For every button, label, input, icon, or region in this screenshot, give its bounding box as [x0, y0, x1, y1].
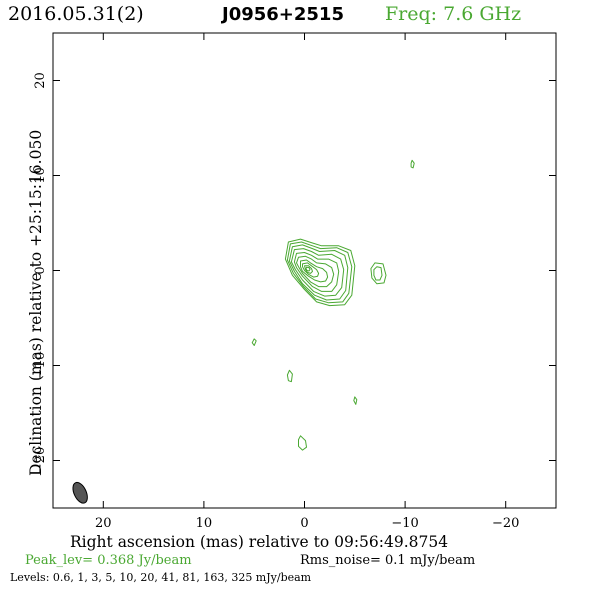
observation-date: 2016.05.31(2): [8, 3, 144, 25]
beam-layer: [72, 481, 88, 504]
contour-layer: [251, 159, 415, 451]
x-tick-label: 0: [300, 516, 308, 531]
x-tick-label: −10: [391, 516, 418, 531]
x-tick-label: −20: [492, 516, 519, 531]
contour-line: [300, 259, 329, 283]
beam-ellipse: [72, 481, 88, 504]
contour-line: [302, 262, 320, 278]
rms-noise: Rms_noise= 0.1 mJy/beam: [300, 553, 476, 568]
x-axis-label: Right ascension (mas) relative to 09:56:…: [70, 533, 449, 551]
contour-line: [298, 435, 307, 451]
peak-level: Peak_lev= 0.368 Jy/beam: [25, 553, 192, 568]
contour-line: [286, 369, 293, 383]
source-name: J0956+2515: [222, 4, 344, 25]
y-tick-labels: 20 10 0 −10 −20: [33, 72, 48, 474]
y-tick-label: −20: [33, 447, 48, 474]
y-tick-label: 0: [33, 266, 48, 274]
x-tick-label: 10: [196, 516, 213, 531]
y-tick-label: −10: [33, 352, 48, 379]
y-tick-label: 10: [33, 167, 48, 184]
contour-line: [288, 244, 349, 301]
contour-line: [296, 255, 335, 288]
contour-line: [410, 159, 415, 169]
y-tick-label: 20: [33, 72, 48, 89]
contour-line: [353, 396, 358, 405]
contour-line: [251, 338, 257, 346]
contour-line: [304, 265, 313, 274]
axis-ticks: [53, 33, 556, 508]
contour-line: [286, 241, 353, 304]
y-axis-label: Declination (mas) relative to +25:15:16.…: [27, 129, 45, 476]
x-tick-label: 20: [95, 516, 112, 531]
contour-line: [284, 238, 356, 307]
contour-line: [290, 248, 345, 297]
contour-line: [373, 266, 383, 281]
contour-line: [370, 262, 387, 285]
contour-line: [305, 266, 311, 272]
frequency-label: Freq: 7.6 GHz: [385, 3, 522, 25]
contour-levels: Levels: 0.6, 1, 3, 5, 10, 20, 41, 81, 16…: [10, 571, 312, 584]
contour-line: [293, 252, 340, 292]
x-tick-labels: 20 10 0 −10 −20: [95, 516, 519, 531]
